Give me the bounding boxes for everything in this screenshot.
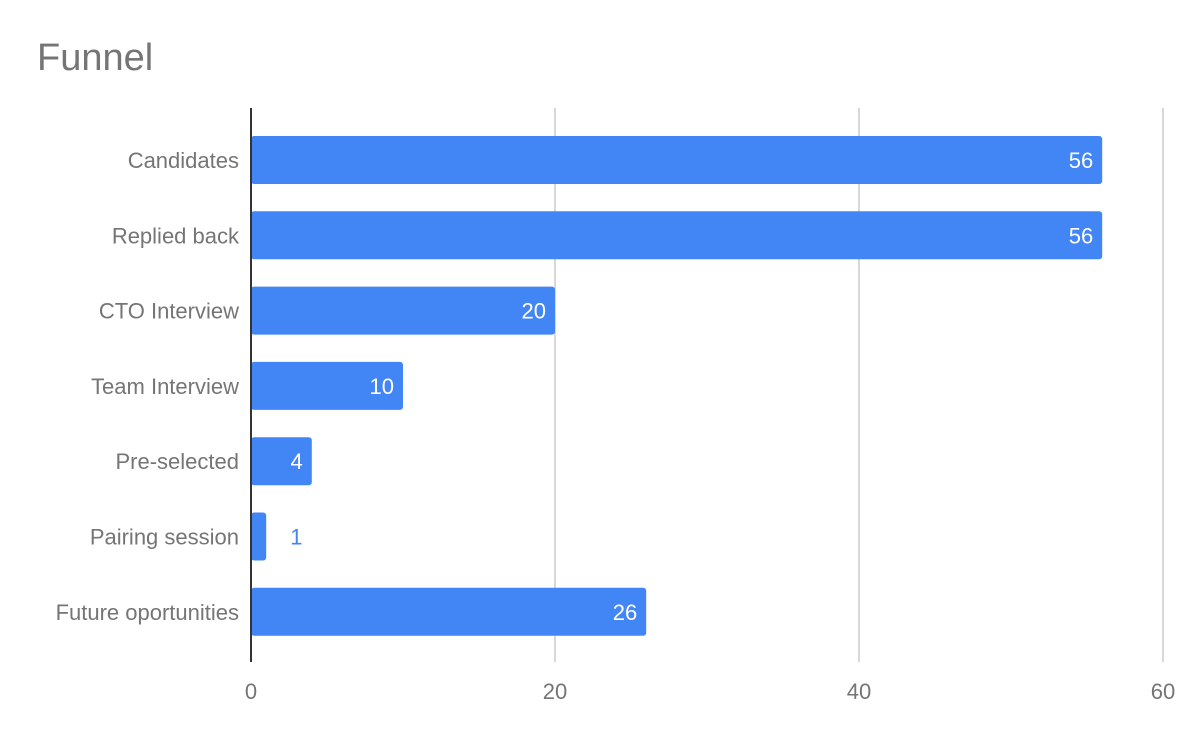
data-label: 1	[290, 525, 302, 550]
x-tick-label: 40	[847, 679, 871, 704]
category-label: Replied back	[112, 223, 240, 248]
data-label: 26	[613, 600, 637, 625]
category-label: CTO Interview	[99, 299, 239, 324]
category-label: Pre-selected	[115, 449, 239, 474]
x-tick-label: 60	[1151, 679, 1175, 704]
category-label: Team Interview	[91, 374, 239, 399]
bar	[251, 136, 1103, 184]
chart-title: Funnel	[37, 37, 154, 79]
bars: 56 56 20 10 4 1 26	[251, 136, 1103, 636]
category-label: Pairing session	[90, 525, 239, 550]
bar	[251, 286, 555, 335]
bar	[251, 437, 312, 486]
data-label: 10	[370, 374, 394, 399]
bar	[251, 361, 403, 410]
bar	[251, 587, 647, 636]
axes: 0 20 40 60 Candidates Replied back CTO Intervi…	[56, 108, 1175, 704]
x-tick-label: 0	[245, 679, 257, 704]
data-label: 20	[522, 299, 546, 324]
data-label: 56	[1069, 223, 1093, 248]
gridlines	[554, 108, 1164, 662]
bar	[251, 512, 267, 561]
data-label: 56	[1069, 148, 1093, 173]
bar	[251, 211, 1103, 260]
x-tick-label: 20	[543, 679, 567, 704]
category-label: Candidates	[128, 148, 239, 173]
data-label: 4	[291, 449, 303, 474]
category-label: Future oportunities	[56, 600, 239, 625]
